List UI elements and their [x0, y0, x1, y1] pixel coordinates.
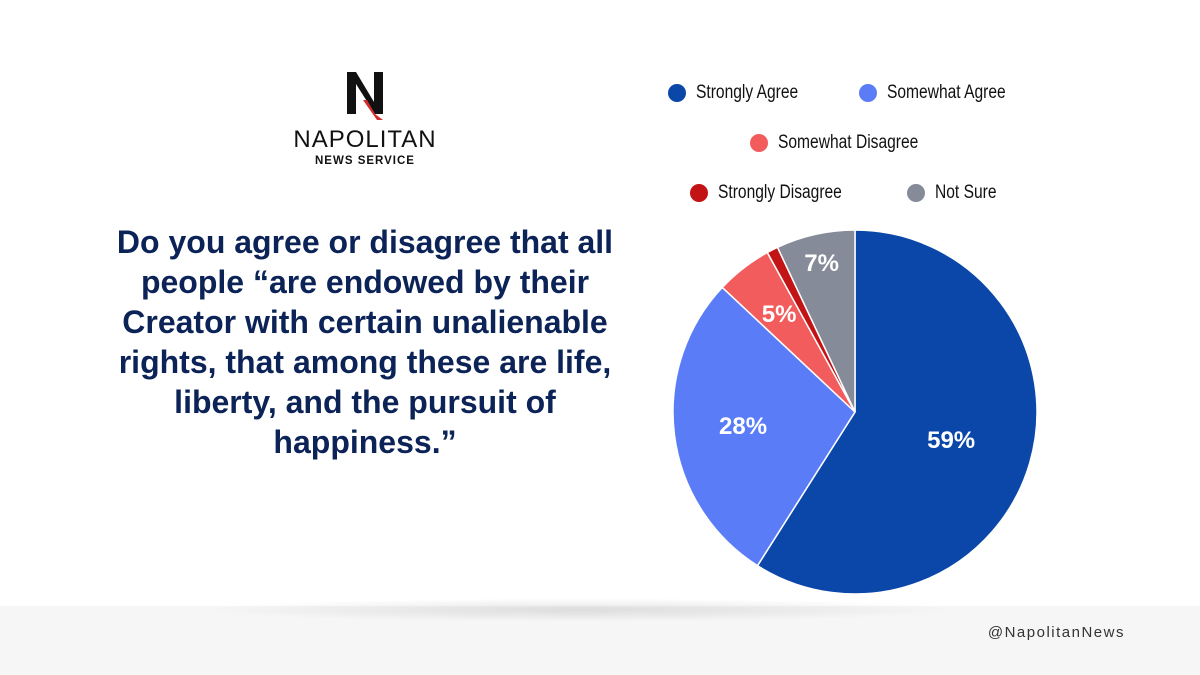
legend-swatch	[689, 184, 708, 202]
legend-item-somewhat-disagree: Somewhat Disagree	[750, 132, 949, 154]
survey-question: Do you agree or disagree that all people…	[116, 224, 614, 460]
legend-row-2: Somewhat Disagree	[640, 132, 1060, 154]
brand-name: NAPOLITAN	[293, 126, 437, 153]
brand-subname: NEWS SERVICE	[315, 155, 415, 167]
pie-slices	[672, 229, 1038, 595]
card-shadow	[200, 598, 960, 622]
legend-label: Not Sure	[935, 182, 997, 203]
pie-slice-label: 7%	[804, 250, 839, 277]
legend-item-strongly-disagree: Strongly Disagree	[689, 182, 869, 204]
legend-label: Strongly Agree	[696, 82, 799, 103]
legend-row-1: Strongly Agree Somewhat Agree	[640, 82, 1060, 104]
legend-item-somewhat-agree: Somewhat Agree	[858, 82, 1032, 104]
pie-labels: 59% 28% 5% 7%	[719, 250, 975, 454]
legend-label: Somewhat Disagree	[778, 132, 919, 153]
pie-slice-label: 28%	[719, 413, 767, 440]
legend-swatch	[858, 84, 877, 102]
pie-slice-strongly-agree	[756, 229, 1038, 595]
pie-slice-label: 5%	[762, 301, 797, 328]
brand-logo: NAPOLITAN NEWS SERVICE	[280, 70, 450, 167]
logo-n-icon	[347, 72, 383, 120]
legend-row-3: Strongly Disagree Not Sure	[640, 182, 1060, 204]
legend-item-strongly-agree: Strongly Agree	[668, 82, 821, 104]
pie-slice-not-sure	[776, 229, 856, 413]
legend-swatch	[750, 134, 769, 152]
legend-swatch	[668, 84, 687, 102]
pie-slice-somewhat-agree	[672, 286, 856, 567]
pie-slice-label: 59%	[927, 427, 975, 454]
pie-chart: 59% 28% 5% 7%	[672, 229, 1038, 595]
legend-label: Somewhat Agree	[886, 82, 1006, 103]
legend-item-not-sure: Not Sure	[907, 182, 1010, 204]
legend-label: Strongly Disagree	[717, 182, 842, 203]
legend-swatch	[907, 184, 926, 202]
social-handle: @NapolitanNews	[987, 624, 1125, 641]
